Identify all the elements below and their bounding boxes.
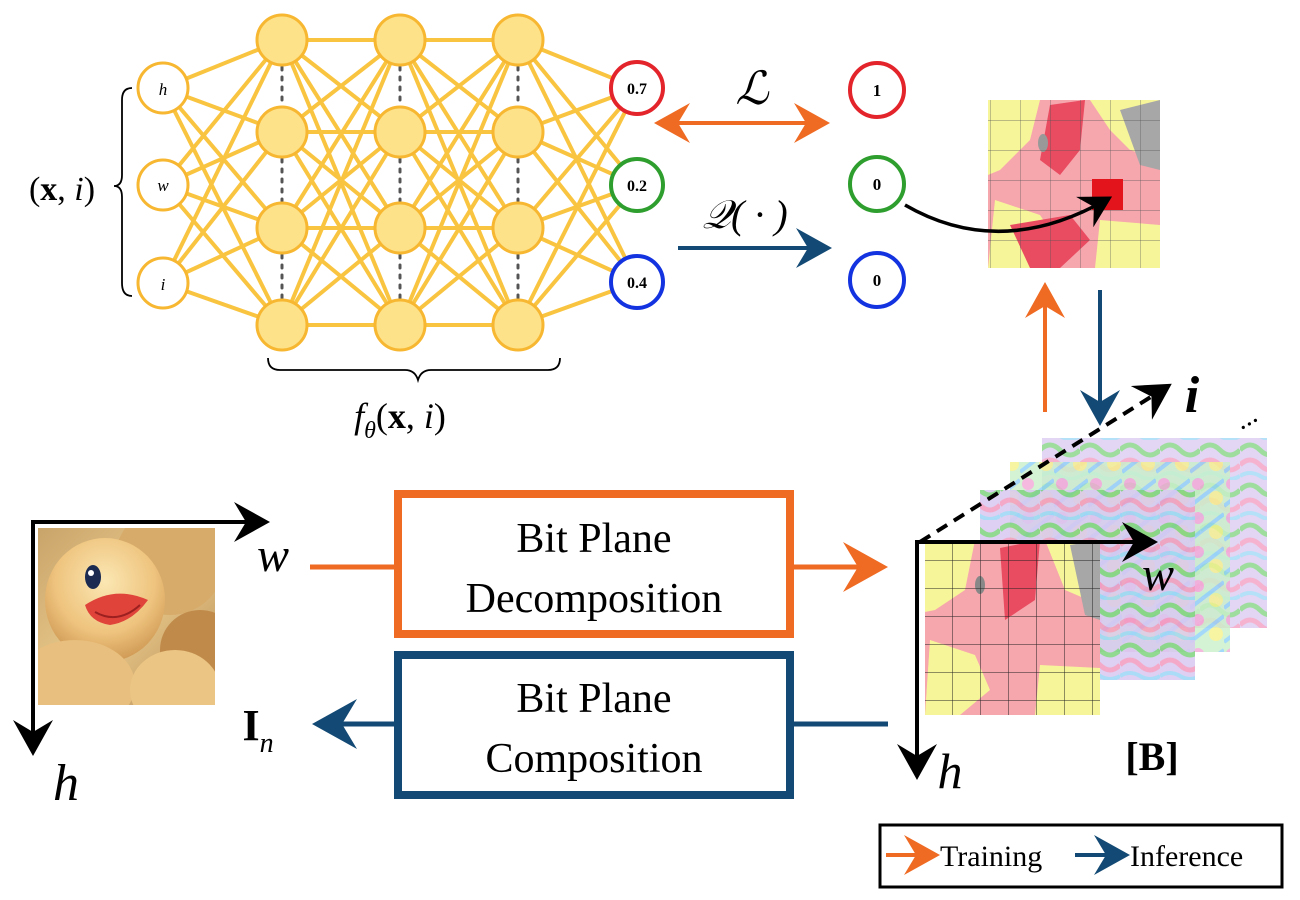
input-label-w: w (157, 176, 169, 195)
hidden-node-l1-n2 (255, 105, 309, 159)
hidden-node-l1-n1 (255, 13, 309, 67)
input-node-h (136, 61, 190, 115)
output-value-1: 0.7 (627, 81, 647, 98)
hidden-node-l3-n4 (491, 298, 545, 352)
target-node-2 (848, 155, 906, 213)
function-brace (267, 357, 561, 384)
input-image (38, 528, 215, 705)
network-edge (516, 38, 639, 187)
output-node-1 (609, 60, 665, 116)
output-node-2 (609, 157, 665, 213)
network-edge (280, 39, 402, 326)
decomposition-line-1: Bit Plane (516, 516, 671, 562)
output-value-3: 0.4 (627, 275, 647, 292)
quantizer-label: 𝒬( · ) (702, 192, 787, 237)
legend-training-label: Training (940, 840, 1042, 873)
legend: Training Inference (878, 823, 1284, 889)
network-edge (398, 130, 520, 327)
input-brace (113, 87, 133, 297)
bit-plane-stack-front (925, 540, 1100, 715)
function-label: fθ(x, i) (354, 396, 446, 444)
target-value-2: 0 (873, 175, 882, 194)
input-label-i: i (161, 275, 166, 294)
hidden-node-l2-n2 (373, 105, 427, 159)
pixel-assignment-arrow (904, 196, 1113, 234)
legend-inference-label: Inference (1130, 840, 1243, 873)
input-label-h: h (159, 80, 168, 99)
network-edge (398, 39, 520, 326)
composition-box (394, 651, 794, 799)
hidden-node-l1-n4 (255, 298, 309, 352)
hidden-layers (255, 13, 545, 352)
stack-i-label: i (1185, 367, 1200, 424)
layer-dot-separators (280, 65, 520, 300)
network-edge (161, 130, 284, 285)
image-h-label: h (53, 755, 79, 812)
input-node-i (136, 256, 190, 310)
target-value-3: 0 (873, 271, 882, 290)
loss-symbol: ℒ (735, 63, 769, 114)
input-layer: h w i (136, 61, 190, 310)
hidden-node-l3-n1 (491, 13, 545, 67)
output-node-3 (609, 254, 665, 310)
input-node-w (136, 158, 190, 212)
output-value-2: 0.2 (627, 178, 647, 195)
output-layer: 0.7 0.2 0.4 (609, 60, 665, 310)
input-group-label: (x, i) (29, 171, 95, 208)
hidden-node-l1-n3 (255, 201, 309, 255)
network-edge (161, 39, 284, 284)
output-image-label: In (242, 701, 273, 759)
bit-plane-thumbnail (988, 100, 1160, 268)
stack-h-label: h (938, 743, 963, 799)
image-w-label: w (257, 529, 289, 582)
network-edge (161, 38, 284, 187)
stack-w-label: w (1142, 548, 1174, 601)
network-edge (516, 87, 639, 326)
decomposition-line-2: Decomposition (466, 576, 723, 622)
composition-line-2: Composition (485, 736, 702, 782)
target-value-1: 1 (873, 81, 882, 100)
hidden-node-l3-n2 (491, 105, 545, 159)
decomposition-box (394, 490, 794, 638)
network-edge (398, 38, 520, 230)
bit-plane-stack (925, 438, 1267, 715)
hidden-node-l2-n3 (373, 201, 427, 255)
hidden-node-l2-n4 (373, 298, 427, 352)
hidden-node-l3-n3 (491, 201, 545, 255)
stack-i-axis (918, 383, 1172, 544)
network-edge (516, 183, 639, 327)
network-edge (280, 38, 402, 230)
target-layer: 1 0 0 (848, 61, 906, 309)
target-node-1 (848, 61, 906, 119)
hidden-node-l2-n1 (373, 13, 427, 67)
stack-label: [B] (1125, 734, 1178, 779)
network-edge (280, 130, 402, 327)
network-edge (516, 86, 639, 230)
composition-line-1: Bit Plane (516, 676, 671, 722)
stack-more-dots: ... (1229, 399, 1263, 436)
target-node-3 (848, 251, 906, 309)
